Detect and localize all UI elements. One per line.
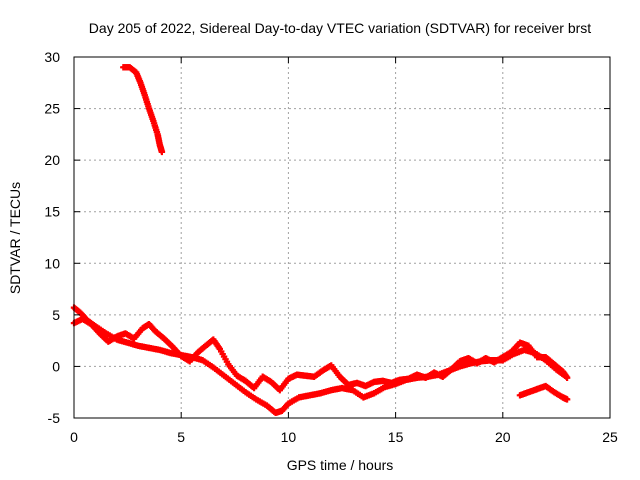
y-tick-label: 5 xyxy=(52,307,60,323)
y-tick-label: 15 xyxy=(44,204,60,220)
x-tick-label: 0 xyxy=(70,429,78,445)
y-tick-label: -5 xyxy=(48,410,61,426)
y-tick-label: 25 xyxy=(44,101,60,117)
series-track-low xyxy=(516,382,571,403)
data-point xyxy=(563,374,571,381)
axis-ticks: 0 5 10 15 20 25 -5 0 5 10 15 20 25 30 xyxy=(44,49,618,445)
data-point xyxy=(563,396,571,403)
grid xyxy=(74,57,610,418)
series-track-high xyxy=(120,64,166,156)
chart-title: Day 205 of 2022, Sidereal Day-to-day VTE… xyxy=(89,20,591,36)
y-tick-label: 0 xyxy=(52,358,60,374)
x-tick-label: 5 xyxy=(177,429,185,445)
y-tick-label: 20 xyxy=(44,152,60,168)
x-tick-label: 10 xyxy=(281,429,297,445)
x-tick-label: 15 xyxy=(388,429,404,445)
x-tick-label: 20 xyxy=(495,429,511,445)
data-points xyxy=(70,64,571,417)
x-tick-label: 25 xyxy=(602,429,618,445)
y-tick-label: 10 xyxy=(44,255,60,271)
data-point xyxy=(158,148,166,156)
series-track-main-b xyxy=(70,315,571,394)
y-tick-label: 30 xyxy=(44,49,60,65)
x-axis-label: GPS time / hours xyxy=(287,457,394,473)
plot-frame xyxy=(73,56,611,419)
y-axis-label: SDTVAR / TECUs xyxy=(7,182,23,294)
